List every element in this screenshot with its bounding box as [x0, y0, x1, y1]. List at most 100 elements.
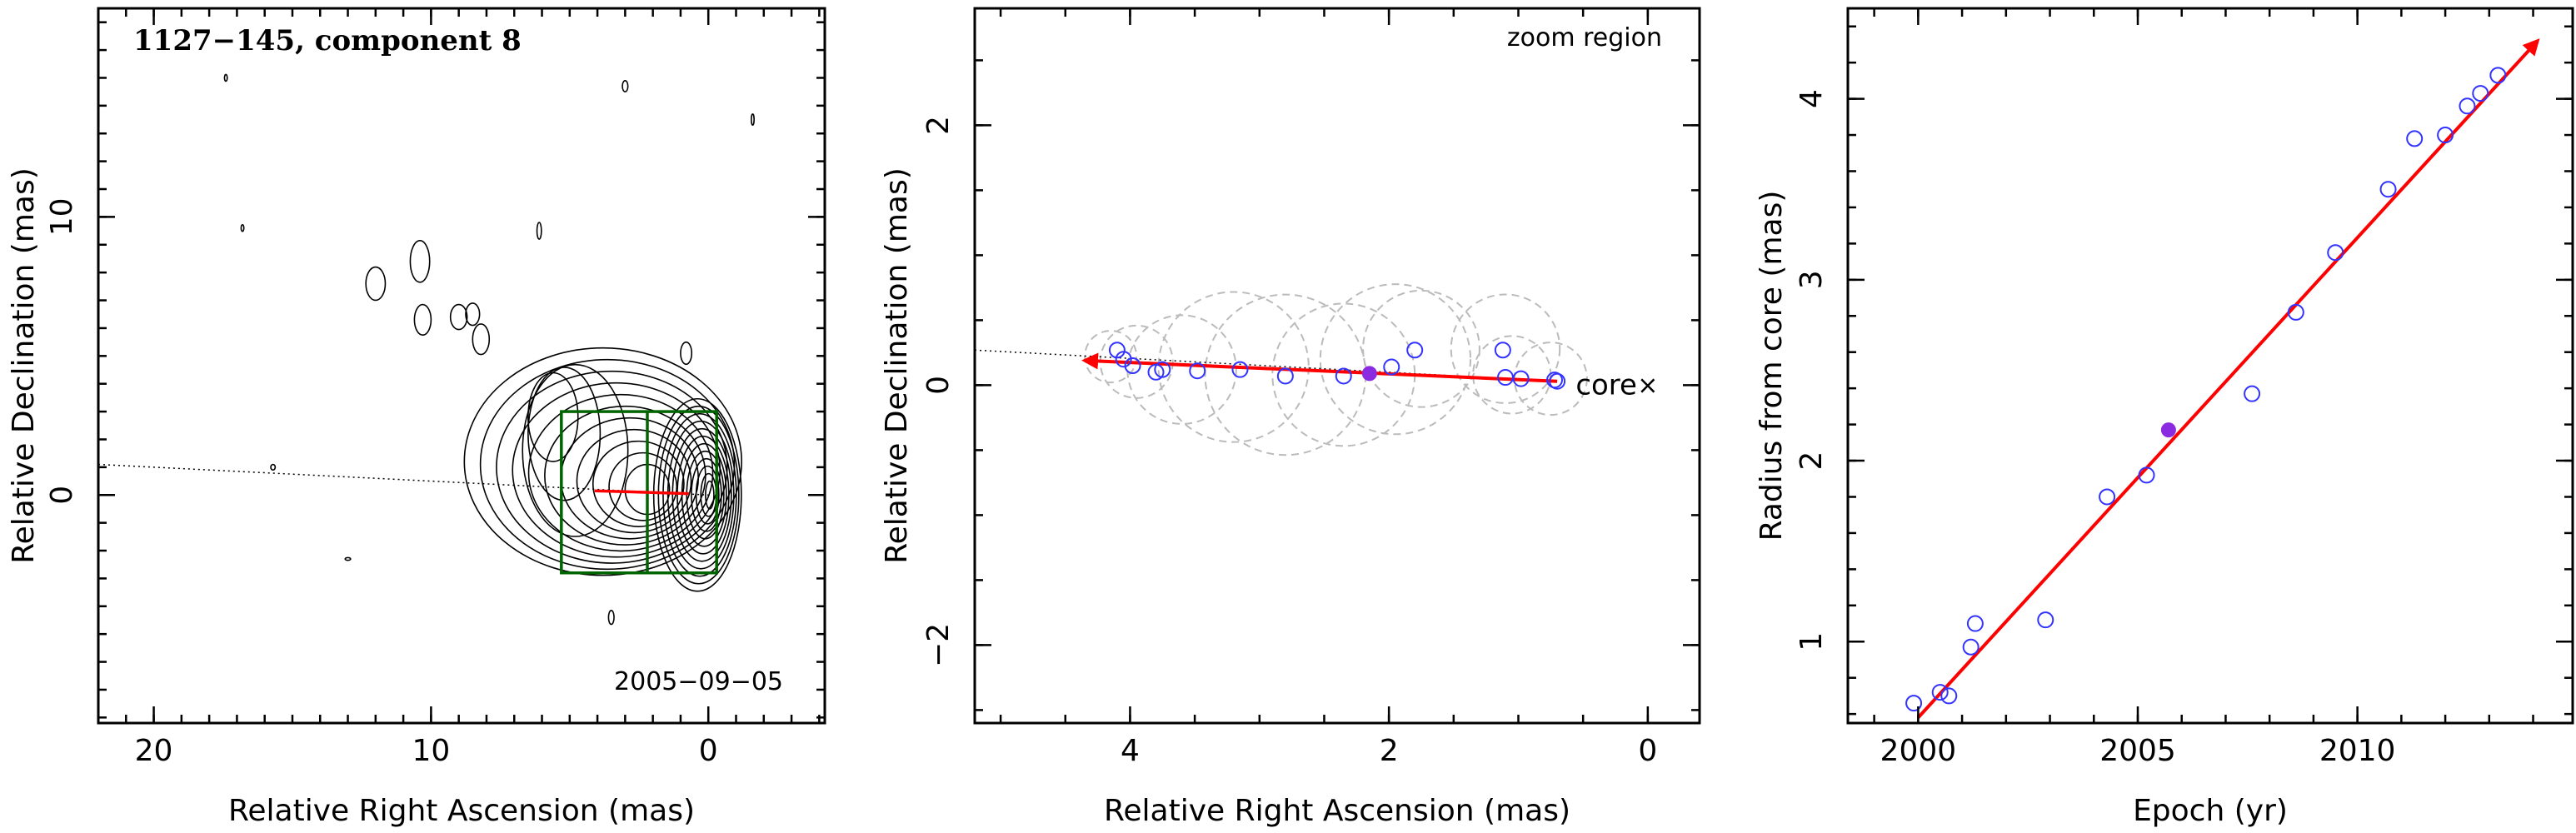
contour-layer — [223, 73, 755, 626]
y-axis-label: Radius from core (mas) — [1755, 191, 1789, 541]
contour-line — [472, 323, 491, 356]
contour-line — [496, 370, 728, 564]
radius-data-point — [2459, 97, 2476, 115]
component-ellipse — [1157, 291, 1310, 443]
component-position-point — [1124, 357, 1141, 374]
axis-ticks: 2000 2005 2010 1 2 3 4 — [1795, 8, 2573, 768]
x-tick-label: 0 — [1638, 734, 1657, 768]
jet-axis-line — [97, 463, 709, 496]
fit-line — [1916, 38, 2540, 719]
y-tick-label: 1 — [1795, 632, 1829, 651]
radius-content — [1905, 38, 2540, 719]
contour-line — [652, 397, 742, 592]
contour-line — [662, 412, 737, 577]
x-tick-label: 2005 — [2099, 734, 2176, 768]
chart-title: 1127−145, component 8 — [133, 24, 522, 57]
contour-line — [522, 363, 629, 537]
contour-line — [240, 223, 245, 232]
component-ellipse — [1362, 289, 1480, 408]
axis-ticks: 20 10 0 10 0 — [45, 8, 825, 768]
radius-data-point — [1905, 695, 1923, 712]
highlighted-epoch-point — [1361, 366, 1377, 382]
component-position-point — [1154, 361, 1171, 378]
contour-line — [671, 427, 732, 562]
y-tick-label: −2 — [921, 623, 956, 667]
radius-data-point — [2037, 611, 2054, 629]
contour-line — [512, 382, 721, 558]
radius-data-point — [2099, 488, 2116, 506]
zoom-region-panel: core × 4 2 0 −2 0 2 zoom region Relative Right… — [880, 7, 1701, 828]
x-axis-label: Epoch (yr) — [2133, 794, 2288, 828]
contour-line — [576, 428, 692, 534]
y-axis-label: Relative Declination (mas) — [7, 167, 41, 564]
component-ellipse — [1126, 314, 1237, 425]
contour-line — [608, 451, 678, 521]
component-ellipse — [1472, 335, 1552, 415]
component-position-point — [1494, 342, 1511, 359]
radius-data-point — [2437, 127, 2454, 144]
radius-data-point — [2287, 303, 2304, 321]
x-axis-label: Relative Right Ascension (mas) — [228, 794, 695, 828]
contour-line — [536, 222, 542, 240]
y-tick-label: 3 — [1795, 270, 1829, 289]
contour-line — [657, 405, 740, 585]
radius-data-point — [2379, 181, 2397, 198]
component-ellipse — [1084, 330, 1138, 384]
component-ellipse — [1319, 283, 1472, 436]
core-label: core — [1575, 368, 1637, 402]
x-tick-label: 10 — [412, 734, 450, 768]
y-tick-label: 2 — [1795, 451, 1829, 471]
radius-vs-epoch-panel: 2000 2005 2010 1 2 3 4 Epoch (yr) Radius from … — [1755, 7, 2574, 828]
contour-line — [409, 240, 431, 283]
radius-data-point — [2138, 466, 2155, 484]
zoom-region-box — [560, 410, 718, 575]
component-position-point — [1549, 372, 1566, 390]
y-tick-label: 0 — [45, 486, 79, 505]
component-ellipse — [1204, 293, 1367, 456]
y-tick-label: 10 — [45, 197, 79, 236]
plot-frame — [1846, 7, 2574, 725]
trajectory-arrow — [1081, 352, 1558, 383]
radius-data-point — [1940, 687, 1958, 705]
contour-map-panel: 20 10 0 10 0 1127−145, component 8 2005−09−0… — [7, 7, 826, 828]
contour-line — [479, 358, 736, 571]
contour-line — [666, 420, 735, 570]
component-position-point — [1512, 370, 1530, 387]
component-position-point — [1335, 367, 1352, 385]
contour-line — [622, 80, 629, 92]
plot-frame — [973, 7, 1701, 725]
contour-line — [527, 372, 579, 462]
contour-line — [223, 73, 228, 82]
component-position-point — [1276, 367, 1294, 385]
highlighted-epoch-point — [2160, 422, 2176, 438]
zoom-region-label: zoom region — [1507, 23, 1662, 52]
radius-data-point — [2406, 130, 2424, 147]
radius-data-point — [2489, 67, 2507, 84]
component-position-point — [1108, 342, 1126, 359]
component-position-point — [1383, 358, 1400, 376]
core-marker: × — [1637, 371, 1658, 400]
epoch-label: 2005−09−05 — [614, 667, 783, 696]
contour-line — [592, 440, 685, 527]
contour-line — [527, 367, 602, 501]
contour-line — [270, 463, 277, 471]
plot-frame — [97, 7, 826, 725]
radius-data-point — [1962, 638, 1979, 656]
radius-data-point — [1931, 684, 1949, 701]
contour-line — [705, 480, 715, 510]
zoom-content: core × — [974, 283, 1658, 456]
x-axis-label: Relative Right Ascension (mas) — [1104, 794, 1570, 828]
contour-line — [607, 610, 615, 626]
component-position-point — [1189, 362, 1206, 380]
radius-data-point — [2472, 85, 2489, 102]
x-tick-label: 20 — [135, 734, 173, 768]
radius-data-point — [2327, 244, 2344, 262]
contour-line — [365, 266, 387, 302]
contour-line — [751, 113, 755, 126]
x-tick-label: 2010 — [2319, 734, 2396, 768]
contour-line — [544, 405, 706, 546]
y-tick-label: 0 — [921, 376, 956, 395]
y-tick-label: 4 — [1795, 89, 1829, 108]
contour-line — [680, 341, 693, 366]
